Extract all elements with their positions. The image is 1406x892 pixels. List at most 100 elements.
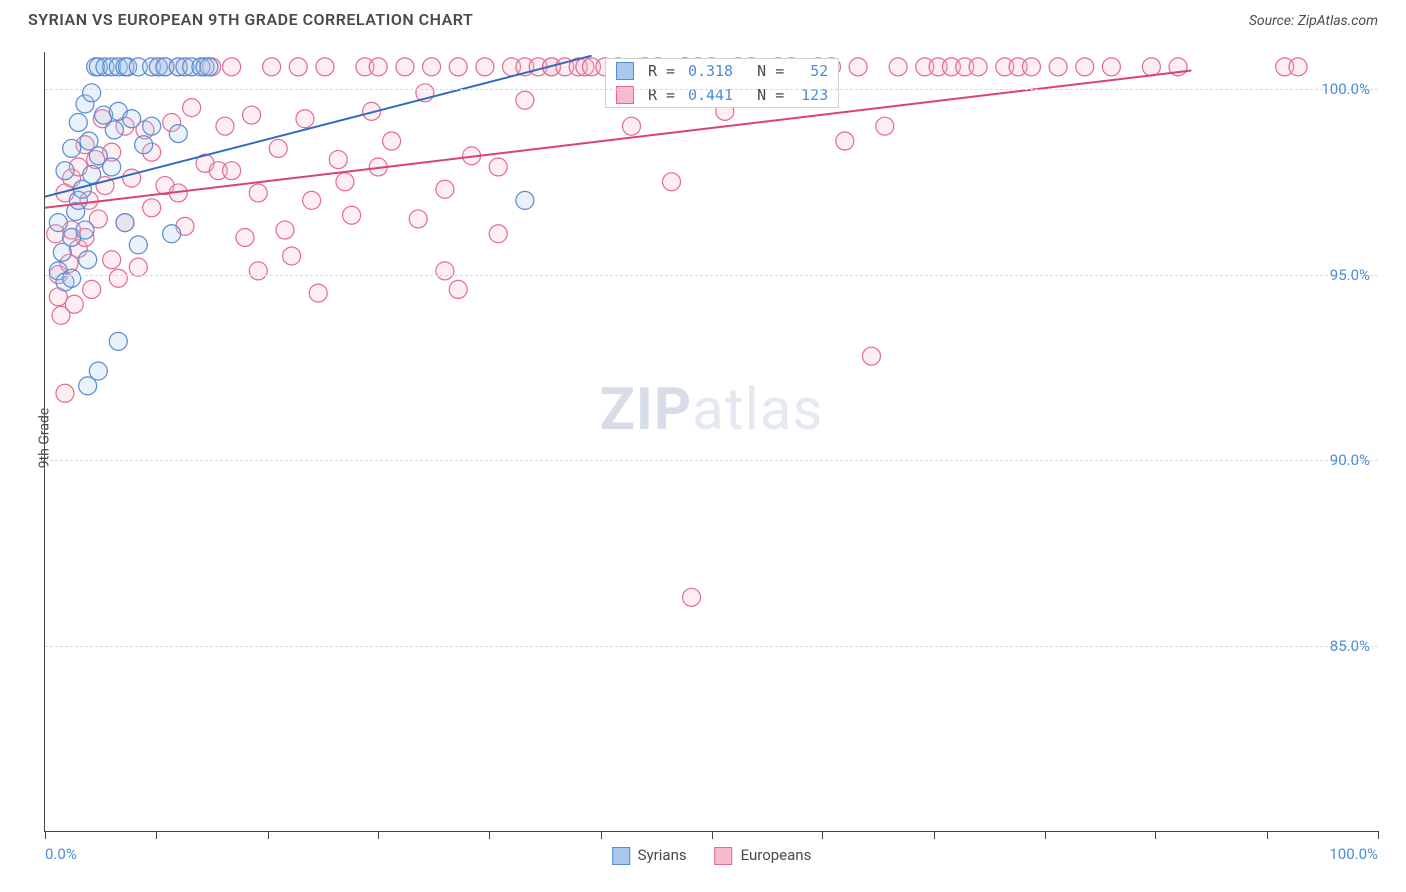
data-point <box>276 221 294 239</box>
data-point <box>83 84 101 102</box>
x-tick <box>1045 831 1046 839</box>
x-tick <box>712 831 713 839</box>
data-point <box>862 347 880 365</box>
series-legend: Syrians Europeans <box>612 845 812 865</box>
data-point <box>263 58 281 76</box>
data-point <box>249 262 267 280</box>
y-tick-label: 100.0% <box>1321 80 1370 98</box>
legend-label: Europeans <box>741 846 812 864</box>
data-point <box>383 132 401 150</box>
data-point <box>516 91 534 109</box>
data-point <box>1142 58 1160 76</box>
data-point <box>116 214 134 232</box>
gridline <box>45 460 1378 461</box>
data-point <box>1076 58 1094 76</box>
data-point <box>309 284 327 302</box>
data-point <box>83 280 101 298</box>
scatter-svg <box>45 52 1378 831</box>
data-point <box>663 173 681 191</box>
data-point <box>200 58 218 76</box>
data-point <box>129 258 147 276</box>
data-point <box>836 132 854 150</box>
data-point <box>423 58 441 76</box>
data-point <box>516 191 534 209</box>
data-point <box>103 251 121 269</box>
data-point <box>623 117 641 135</box>
legend-swatch <box>715 847 733 865</box>
legend-item: Europeans <box>715 845 812 865</box>
data-point <box>489 158 507 176</box>
data-point <box>76 221 94 239</box>
x-tick <box>489 831 490 839</box>
data-point <box>876 117 894 135</box>
data-point <box>436 180 454 198</box>
gridline <box>45 89 1378 90</box>
data-point <box>969 58 987 76</box>
chart-area: 9th Grade ZIPatlas R =0.318 N =52R =0.44… <box>44 48 1378 828</box>
data-point <box>79 377 97 395</box>
data-point <box>109 269 127 287</box>
data-point <box>143 199 161 217</box>
data-point <box>1102 58 1120 76</box>
data-point <box>343 206 361 224</box>
data-point <box>476 58 494 76</box>
data-point <box>103 158 121 176</box>
data-point <box>396 58 414 76</box>
data-point <box>849 58 867 76</box>
data-point <box>56 162 74 180</box>
data-point <box>889 58 907 76</box>
legend-swatch <box>616 62 634 80</box>
x-tick <box>1155 831 1156 839</box>
gridline <box>45 275 1378 276</box>
plot-area: ZIPatlas R =0.318 N =52R =0.441 N =123 S… <box>44 52 1378 832</box>
data-point <box>69 113 87 131</box>
stats-legend-box: R =0.318 N =52R =0.441 N =123 <box>605 58 839 108</box>
legend-label: Syrians <box>638 846 687 864</box>
data-point <box>296 110 314 128</box>
x-tick <box>934 831 935 839</box>
gridline <box>45 646 1378 647</box>
data-point <box>269 139 287 157</box>
data-point <box>223 162 241 180</box>
data-point <box>65 295 83 313</box>
data-point <box>49 214 67 232</box>
data-point <box>143 117 161 135</box>
x-tick <box>601 831 602 839</box>
data-point <box>336 173 354 191</box>
data-point <box>183 99 201 117</box>
stats-legend-row: R =0.318 N =52 <box>606 59 838 83</box>
data-point <box>369 58 387 76</box>
source-label: Source: ZipAtlas.com <box>1249 13 1378 29</box>
x-tick <box>45 831 46 839</box>
x-tick <box>1378 831 1379 839</box>
data-point <box>289 58 307 76</box>
y-tick-label: 95.0% <box>1330 266 1370 284</box>
x-tick <box>1267 831 1268 839</box>
data-point <box>243 106 261 124</box>
x-tick <box>378 831 379 839</box>
data-point <box>236 228 254 246</box>
stats-legend-row: R =0.441 N =123 <box>606 83 838 107</box>
chart-title: SYRIAN VS EUROPEAN 9TH GRADE CORRELATION… <box>28 10 473 29</box>
data-point <box>83 165 101 183</box>
data-point <box>123 110 141 128</box>
y-tick-label: 85.0% <box>1330 637 1370 655</box>
data-point <box>1289 58 1307 76</box>
data-point <box>79 251 97 269</box>
data-point <box>109 332 127 350</box>
data-point <box>329 151 347 169</box>
data-point <box>1049 58 1067 76</box>
x-tick <box>156 831 157 839</box>
data-point <box>449 58 467 76</box>
x-tick <box>822 831 823 839</box>
data-point <box>316 58 334 76</box>
legend-swatch <box>612 847 630 865</box>
data-point <box>129 236 147 254</box>
data-point <box>303 191 321 209</box>
data-point <box>283 247 301 265</box>
x-tick-label: 100.0% <box>1329 845 1378 863</box>
data-point <box>135 136 153 154</box>
data-point <box>249 184 267 202</box>
data-point <box>449 280 467 298</box>
x-tick <box>268 831 269 839</box>
